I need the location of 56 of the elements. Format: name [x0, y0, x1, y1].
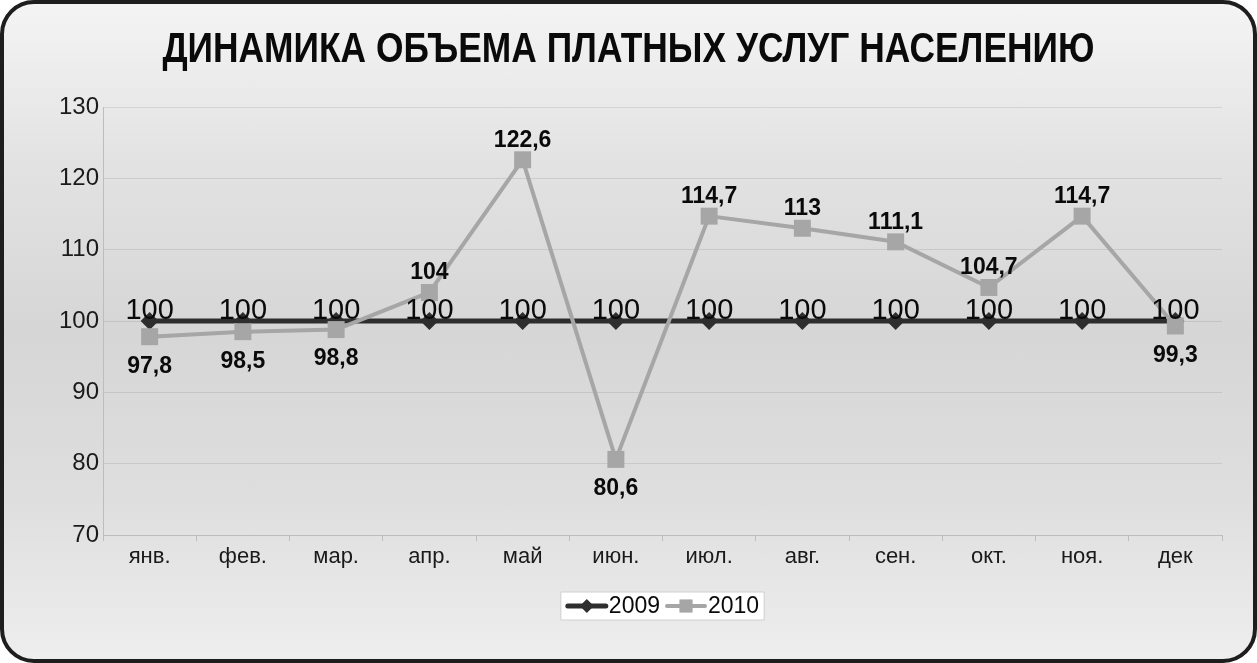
- data-label: 100: [778, 293, 827, 325]
- y-tick-label: 100: [58, 305, 99, 333]
- x-tick-label: окт.: [970, 543, 1007, 569]
- legend-label: 2009: [608, 592, 661, 619]
- data-label: 104: [410, 258, 449, 285]
- data-label: 114,7: [680, 182, 738, 209]
- data-label: 122,6: [493, 125, 552, 152]
- legend-label: 2010: [708, 592, 760, 619]
- point: [327, 321, 345, 339]
- y-tick-label: 70: [72, 519, 99, 547]
- data-label: 100: [218, 293, 268, 325]
- point: [887, 233, 905, 251]
- y-tick-label: 80: [72, 448, 99, 476]
- chart-title: ДИНАМИКА ОБЪЕМА ПЛАТНЫХ УСЛУГ НАСЕЛЕНИЮ: [162, 24, 1095, 71]
- data-label: 100: [1151, 293, 1200, 325]
- point: [793, 219, 811, 237]
- x-tick-label: ноя.: [1060, 543, 1104, 569]
- x-tick-label: авг.: [784, 543, 821, 569]
- x-tick-label: фев.: [218, 543, 267, 569]
- x-tick-label: мар.: [313, 543, 359, 569]
- point: [234, 323, 252, 341]
- data-label: 100: [871, 293, 920, 325]
- point: [607, 450, 625, 468]
- point: [980, 278, 998, 296]
- data-label: 100: [591, 293, 641, 325]
- data-label: 114,7: [1053, 182, 1111, 209]
- data-label: 98,5: [220, 346, 266, 373]
- point: [514, 151, 532, 169]
- data-label: 100: [125, 293, 174, 325]
- data-label: 100: [405, 293, 454, 325]
- data-label: 100: [684, 293, 734, 325]
- y-tick-label: 90: [72, 376, 99, 404]
- x-tick-label: апр.: [408, 543, 451, 569]
- point: [141, 328, 159, 346]
- data-label: 111,1: [868, 207, 924, 234]
- data-label: 100: [964, 293, 1014, 325]
- point: [700, 207, 718, 225]
- data-label: 80,6: [593, 474, 639, 501]
- data-label: 100: [311, 293, 361, 325]
- data-label: 100: [1057, 293, 1107, 325]
- y-tick-label: 110: [60, 234, 99, 262]
- data-label: 113: [783, 194, 821, 221]
- x-tick-label: дек: [1158, 543, 1194, 569]
- x-tick-label: май: [502, 543, 543, 569]
- y-tick-label: 130: [58, 91, 99, 119]
- data-label: 98,8: [313, 344, 359, 371]
- x-tick-label: янв.: [128, 543, 171, 569]
- data-label: 104,7: [960, 253, 1018, 280]
- data-label: 99,3: [1152, 340, 1198, 367]
- x-tick-label: июл.: [685, 543, 733, 569]
- y-tick-label: 120: [58, 162, 99, 190]
- x-tick-label: июн.: [592, 543, 640, 569]
- x-tick-label: сен.: [874, 543, 917, 569]
- data-label: 97,8: [127, 351, 173, 378]
- data-label: 100: [498, 293, 547, 325]
- point: [1073, 207, 1091, 225]
